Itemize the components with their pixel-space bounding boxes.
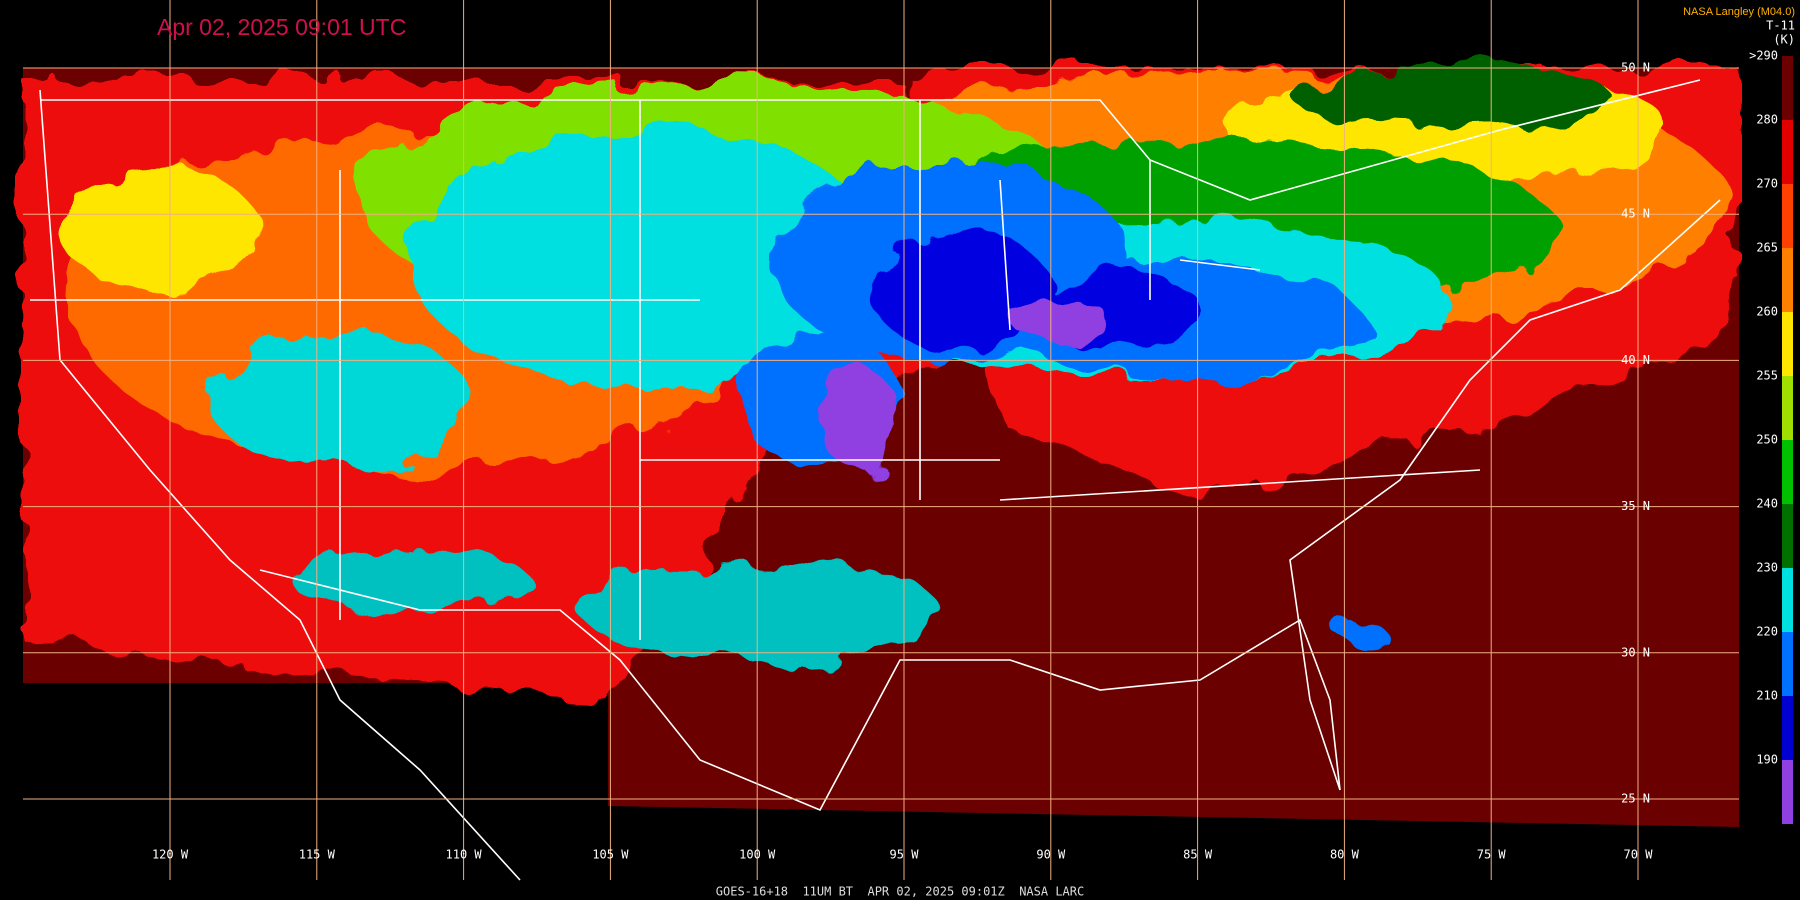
latitude-label: 35 N: [1621, 499, 1650, 513]
scale-label: 230: [1756, 561, 1778, 575]
state-lines: [30, 100, 1481, 640]
scale-swatch: [1782, 568, 1793, 632]
scale-swatch: [1782, 760, 1793, 824]
scale-swatch: [1782, 56, 1793, 120]
scale-swatch: [1782, 632, 1793, 696]
imagery: [23, 65, 1739, 827]
scale-label: 240: [1756, 497, 1778, 511]
boundaries: [30, 79, 1721, 881]
lat-lon-grid: 50 N 45 N 40 N 35 N 30 N 25 N 120 W 115 W 110 W 1…: [23, 0, 1739, 880]
longitude-label: 95 W: [890, 848, 920, 862]
latitude-label: 40 N: [1621, 353, 1650, 367]
scale-label: >290: [1749, 49, 1778, 63]
longitude-label: 75 W: [1477, 848, 1507, 862]
footer: GOES-16+18 11UM BT APR 02, 2025 09:01Z N…: [716, 885, 1084, 899]
color-scale: >290 280 270 265 260 255 250 240 230 220 210 190: [1749, 49, 1793, 824]
scale-label: 250: [1756, 433, 1778, 447]
scale-label: 255: [1756, 369, 1778, 383]
longitude-label: 90 W: [1036, 848, 1066, 862]
longitude-label: 120 W: [152, 848, 189, 862]
longitude-label: 110 W: [446, 848, 483, 862]
longitude-label: 100 W: [739, 848, 776, 862]
legend-channel: T-11: [1766, 19, 1795, 33]
scale-label: 190: [1756, 753, 1778, 767]
scale-swatch: [1782, 248, 1793, 312]
scale-swatch: [1782, 376, 1793, 440]
longitude-label: 85 W: [1183, 848, 1213, 862]
scale-label: 265: [1756, 241, 1778, 255]
longitude-label: 115 W: [299, 848, 336, 862]
scale-swatch: [1782, 504, 1793, 568]
latitude-label: 30 N: [1621, 645, 1650, 659]
scale-swatch: [1782, 312, 1793, 376]
legend-unit: (K): [1773, 33, 1795, 47]
scale-swatch: [1782, 440, 1793, 504]
north-border: [40, 79, 1701, 201]
latitude-label: 45 N: [1621, 207, 1650, 221]
longitude-label: 70 W: [1624, 848, 1654, 862]
scale-swatch: [1782, 696, 1793, 760]
scale-label: 220: [1756, 625, 1778, 639]
scale-swatch: [1782, 120, 1793, 184]
west-coast: [39, 89, 521, 881]
scale-label: 260: [1756, 305, 1778, 319]
longitude-label: 80 W: [1330, 848, 1360, 862]
title: Apr 02, 2025 09:01 UTC: [157, 14, 406, 40]
latitude-label: 25 N: [1621, 792, 1650, 806]
scale-label: 270: [1756, 177, 1778, 191]
scale-swatch: [1782, 184, 1793, 248]
latitude-label: 50 N: [1621, 61, 1650, 75]
scale-label: 210: [1756, 689, 1778, 703]
south-east-coast: [259, 199, 1721, 812]
longitude-label: 105 W: [592, 848, 629, 862]
scale-label: 280: [1756, 113, 1778, 127]
credit: NASA Langley (M04.0): [1683, 6, 1795, 18]
